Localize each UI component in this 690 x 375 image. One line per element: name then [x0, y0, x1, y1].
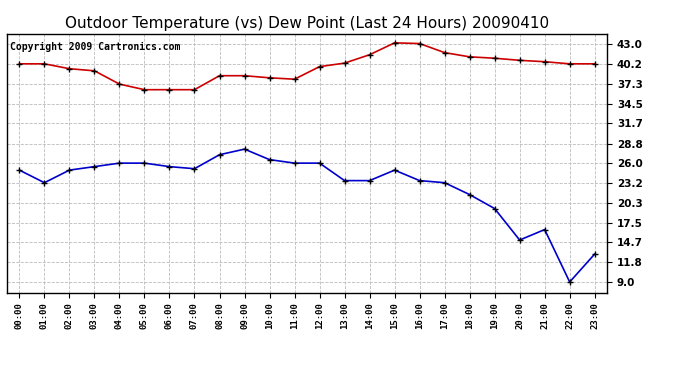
Title: Outdoor Temperature (vs) Dew Point (Last 24 Hours) 20090410: Outdoor Temperature (vs) Dew Point (Last… — [65, 16, 549, 31]
Text: Copyright 2009 Cartronics.com: Copyright 2009 Cartronics.com — [10, 42, 180, 51]
